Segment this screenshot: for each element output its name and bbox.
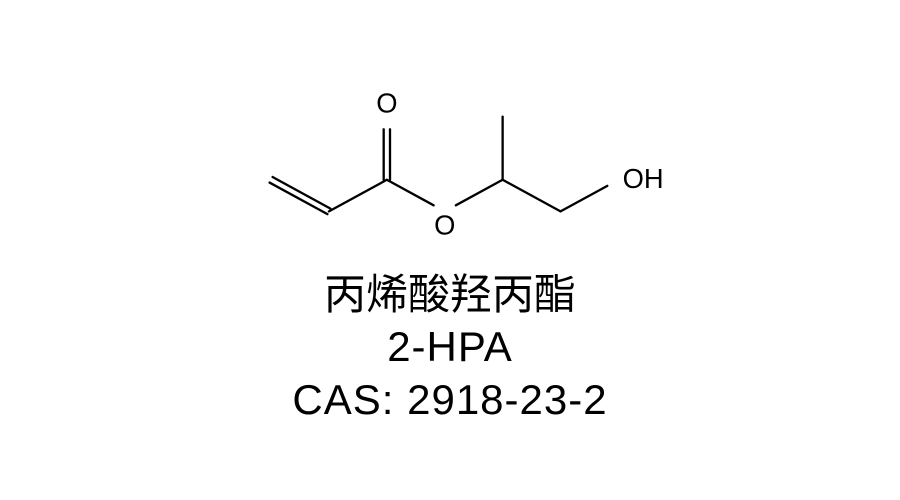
chemical-structure: O O OH — [200, 64, 700, 264]
bond — [561, 186, 608, 212]
atom-label: O — [376, 87, 397, 118]
bond — [273, 177, 331, 209]
atom-label: O — [434, 209, 455, 240]
page-container: O O OH 丙烯酸羟丙酯 2-HPA CAS: 2918-23-2 — [0, 0, 900, 500]
bond — [270, 182, 328, 214]
bond — [503, 180, 561, 212]
atom-label: OH — [623, 163, 664, 194]
compound-name-cn: 丙烯酸羟丙酯 — [292, 269, 607, 322]
bond — [329, 180, 387, 212]
bond — [387, 180, 434, 206]
structure-svg: O O OH — [200, 64, 700, 264]
compound-cas: CAS: 2918-23-2 — [292, 374, 607, 427]
bond — [456, 180, 503, 206]
compound-labels: 丙烯酸羟丙酯 2-HPA CAS: 2918-23-2 — [292, 269, 607, 427]
compound-name-en: 2-HPA — [292, 321, 607, 374]
bonds-group — [270, 116, 608, 214]
atom-labels-group: O O OH — [376, 87, 663, 240]
